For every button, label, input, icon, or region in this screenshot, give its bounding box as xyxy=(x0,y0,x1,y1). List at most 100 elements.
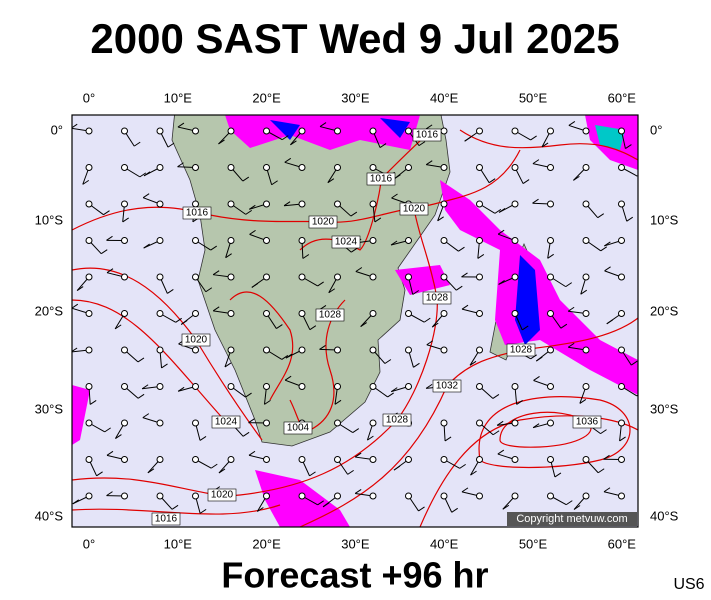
barb-flag xyxy=(461,487,469,493)
barb-flag xyxy=(379,143,387,148)
isobar-label-box xyxy=(308,215,338,229)
lon-label-bottom: 30°E xyxy=(341,536,370,551)
barb-flag xyxy=(488,178,496,184)
station xyxy=(369,273,377,281)
station xyxy=(192,310,199,317)
copyright: Copyright metvuw.com xyxy=(516,513,627,525)
barb-flag xyxy=(248,418,255,424)
lat-label-left: 20°S xyxy=(35,303,64,318)
isobar-label: 1016 xyxy=(155,514,178,525)
barb-flag xyxy=(567,342,575,348)
barb-flag xyxy=(367,435,374,441)
station xyxy=(121,200,128,208)
station xyxy=(263,237,270,244)
barb-flag xyxy=(604,266,611,272)
station xyxy=(85,383,93,390)
isobar-label: 1024 xyxy=(215,417,238,428)
station xyxy=(618,419,625,427)
barb-flag xyxy=(106,235,113,241)
station xyxy=(405,237,412,244)
station xyxy=(511,310,519,317)
barb-flag xyxy=(360,322,367,328)
station xyxy=(192,346,199,354)
barb-flag xyxy=(532,159,540,165)
barb-flag xyxy=(271,180,278,186)
station xyxy=(85,127,93,135)
station xyxy=(298,273,306,281)
station xyxy=(334,273,341,281)
station xyxy=(440,127,448,135)
station xyxy=(263,492,270,500)
station xyxy=(440,310,448,317)
station xyxy=(192,419,199,427)
station xyxy=(121,456,128,463)
station xyxy=(582,456,590,463)
station xyxy=(582,164,590,171)
barb-flag xyxy=(498,207,506,213)
isobar-label-box xyxy=(181,333,211,347)
heavy-rain xyxy=(270,118,625,345)
barb-flag xyxy=(469,360,477,366)
barb-flag xyxy=(347,469,354,475)
barb-flag xyxy=(573,505,581,510)
isobar-label: 1020 xyxy=(312,217,335,228)
station xyxy=(511,492,519,500)
lat-label-left: 30°S xyxy=(35,401,64,416)
barb-flag xyxy=(122,217,129,223)
station xyxy=(156,237,164,244)
lon-label-top: 40°E xyxy=(430,90,459,105)
barb-flag xyxy=(536,356,543,362)
lon-label-top: 0° xyxy=(83,90,95,105)
station xyxy=(369,237,377,244)
lon-label-bottom: 0° xyxy=(83,536,95,551)
barb-flag xyxy=(290,140,297,146)
barb-flag xyxy=(394,174,401,180)
barb-flag xyxy=(139,172,147,178)
station xyxy=(334,492,341,500)
barb-flag xyxy=(437,216,444,222)
barb-flag xyxy=(143,243,150,249)
map-area: 1016102010241016101610201020102810241004… xyxy=(72,115,638,527)
barb-flag xyxy=(115,434,122,439)
barb-flag xyxy=(497,449,505,455)
title: 2000 SAST Wed 9 Jul 2025 xyxy=(90,15,619,62)
station xyxy=(369,164,377,171)
station xyxy=(582,492,590,500)
lon-label-bottom: 20°E xyxy=(252,536,281,551)
barb-flag xyxy=(133,141,141,147)
lat-label-right: 0° xyxy=(650,122,662,137)
lat-label-left: 0° xyxy=(51,122,63,137)
isobar-label: 1020 xyxy=(211,490,234,501)
barb-flag xyxy=(177,162,184,168)
station xyxy=(298,310,306,317)
forecast-label: Forecast +96 hr xyxy=(221,555,488,596)
wind-barbs xyxy=(72,121,638,514)
station xyxy=(511,419,519,427)
barb-flag xyxy=(374,217,382,223)
barb-flag xyxy=(328,288,336,294)
isobar-label-box xyxy=(366,172,396,186)
barb-flag xyxy=(384,359,392,364)
station xyxy=(405,164,412,171)
station xyxy=(582,200,590,208)
station xyxy=(440,200,448,208)
barb-flag xyxy=(106,268,114,274)
barb-flag xyxy=(245,209,252,215)
lon-label-top: 10°E xyxy=(164,90,193,105)
barb-flag xyxy=(355,267,363,272)
station xyxy=(618,237,625,244)
barb-flag xyxy=(567,306,575,312)
barb-flag xyxy=(282,135,289,141)
lat-label-left: 10°S xyxy=(35,212,64,227)
barb-flag xyxy=(322,502,330,508)
station xyxy=(298,237,306,244)
barb-flag xyxy=(106,491,113,497)
station xyxy=(547,492,554,500)
station xyxy=(618,200,625,208)
barb-flag xyxy=(350,247,358,253)
isobar-label-box xyxy=(412,128,442,142)
isobar-label-box xyxy=(283,421,313,435)
lon-label-bottom: 50°E xyxy=(519,536,548,551)
lat-label-right: 20°S xyxy=(650,303,679,318)
barb-flag xyxy=(565,282,572,288)
